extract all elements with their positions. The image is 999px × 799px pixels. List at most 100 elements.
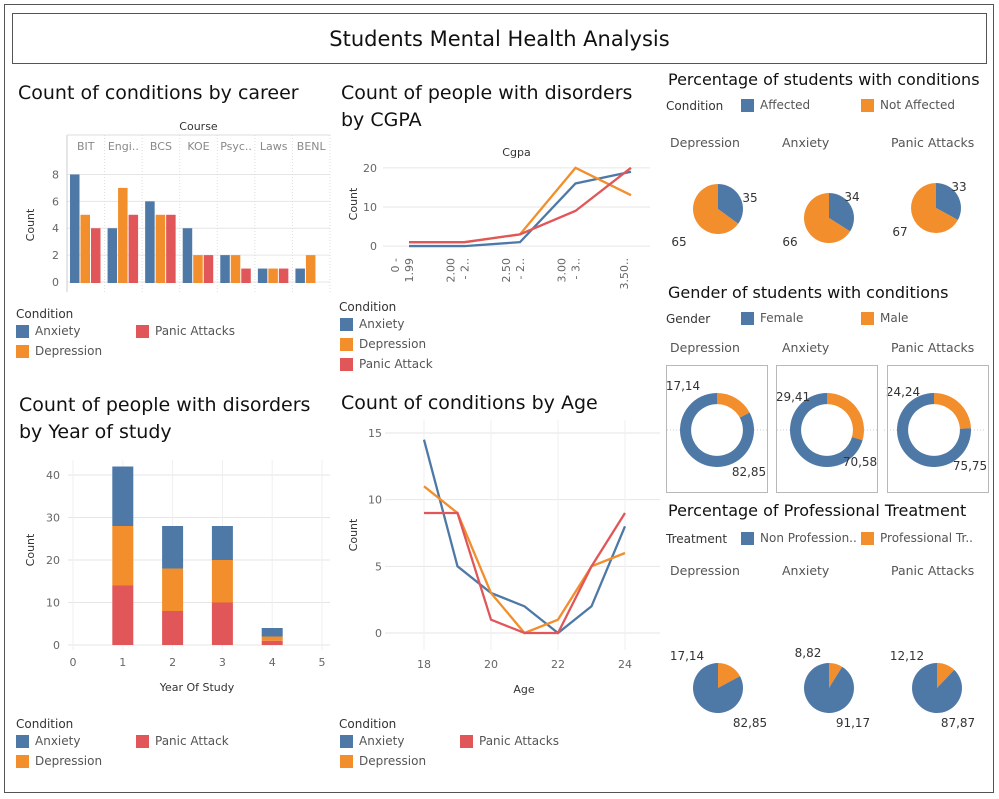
career-bar [166, 214, 176, 283]
year-x-axis-title: Year Of Study [159, 681, 235, 694]
age-line-panic-attacks [424, 511, 626, 635]
page-title-text: Students Mental Health Analysis [329, 26, 670, 51]
legend-swatch [741, 531, 754, 545]
pct-label-2: Panic Attacks [891, 135, 974, 150]
age-y-tick-1: 5 [375, 560, 382, 573]
gender-donut-1-hole [801, 404, 853, 456]
legend-swatch [16, 344, 29, 358]
treatment-value-2-0: 12,12 [890, 649, 924, 663]
pct-value-0-1: 65 [671, 235, 686, 249]
treatment-value-0-1: 82,85 [733, 716, 767, 730]
year-bar-segment [162, 611, 184, 645]
cgpa-x-tick-4-0: 3.50.. [618, 258, 631, 290]
age-legend-panic[interactable]: Panic Attacks [460, 734, 559, 748]
cgpa-x-axis-title: Cgpa [502, 146, 530, 159]
year-bar-segment [261, 640, 283, 645]
cgpa-y-tick-2: 20 [363, 162, 377, 175]
age-y-tick-3: 15 [368, 427, 382, 440]
treatment-pie-1-slice-0 [829, 663, 843, 688]
treatment-value-0-0: 17,14 [670, 649, 704, 663]
cgpa-x-tick-3-0: 3.00 [556, 258, 569, 283]
gender-value-2-0: 24,24 [886, 385, 920, 399]
year-y-tick-3: 30 [46, 512, 60, 525]
pct-legend-affected[interactable]: Affected [741, 98, 810, 112]
gender-value-1-0: 29,41 [776, 390, 810, 404]
pct-chart-title: Percentage of students with conditions [668, 70, 980, 89]
career-x-tick-3: KOE [187, 140, 209, 153]
legend-swatch [340, 337, 353, 351]
career-bar [278, 268, 289, 283]
treatment-value-1-1: 91,17 [836, 716, 870, 730]
career-legend-anxiety[interactable]: Anxiety [16, 324, 80, 338]
career-x-axis-title: Course [179, 120, 218, 133]
gender-legend-male[interactable]: Male [861, 311, 908, 325]
career-bar [91, 228, 101, 283]
legend-label: Depression [35, 344, 103, 358]
legend-label: Affected [760, 98, 811, 112]
cgpa-legend-anxiety[interactable]: Anxiety [340, 317, 404, 331]
cgpa-legend-depression[interactable]: Depression [340, 337, 426, 351]
year-bar-segment [261, 636, 283, 641]
pct-pie-0-slice-0 [718, 184, 743, 224]
year-y-axis-title: Count [24, 533, 37, 566]
year-y-tick-4: 40 [46, 469, 60, 482]
gender-legend-title: Gender [666, 312, 711, 326]
year-bar-segment [261, 628, 283, 637]
career-legend-panic[interactable]: Panic Attacks [136, 324, 235, 338]
cgpa-legend-title: Condition [339, 300, 397, 314]
year-x-tick-4: 4 [269, 656, 276, 669]
age-x-tick-0: 18 [417, 658, 431, 671]
gender-value-2-1: 75,75 [953, 459, 987, 473]
career-chart-title: Count of conditions by career [18, 82, 299, 104]
gender-box-depression [666, 365, 768, 493]
legend-swatch [340, 734, 353, 748]
career-x-tick-4: Psyc.. [220, 140, 252, 153]
treatment-pie-0-slice-0 [718, 663, 741, 688]
career-chart: Course Count 0 2 4 6 8 BIT Engi.. BCS KOE Psyc.. Law… [24, 120, 331, 292]
career-bar [70, 174, 80, 283]
legend-label: Panic Attacks [155, 324, 235, 338]
legend-swatch [861, 98, 874, 112]
year-chart-title: Count of people with disorders by Year o… [19, 394, 311, 443]
cgpa-legend-panic[interactable]: Panic Attack [340, 357, 433, 371]
career-bar [203, 255, 214, 283]
career-x-tick-5: Laws [260, 140, 288, 153]
year-y-tick-2: 20 [46, 554, 60, 567]
dashboard-frame [4, 4, 994, 793]
treatment-label-0: Depression [670, 563, 740, 578]
gender-donut-0-hole [691, 404, 743, 456]
career-bar [118, 187, 128, 283]
career-bar [155, 214, 166, 283]
year-bar-segment [112, 526, 134, 586]
legend-swatch [340, 317, 353, 331]
page-title: Students Mental Health Analysis [12, 13, 987, 64]
year-x-tick-2: 2 [169, 656, 176, 669]
age-legend-anxiety[interactable]: Anxiety [340, 734, 404, 748]
gender-box-anxiety [776, 365, 878, 493]
year-x-tick-1: 1 [119, 656, 126, 669]
year-legend-panic[interactable]: Panic Attack [136, 734, 229, 748]
year-legend-depression[interactable]: Depression [16, 754, 102, 768]
year-legend-anxiety[interactable]: Anxiety [16, 734, 80, 748]
legend-swatch [460, 734, 473, 748]
career-y-tick-0: 0 [52, 276, 59, 289]
year-x-tick-3: 3 [219, 656, 226, 669]
age-legend-depression[interactable]: Depression [340, 754, 426, 768]
legend-label: Anxiety [35, 324, 81, 338]
career-bar [80, 214, 90, 283]
legend-label: Male [880, 311, 909, 325]
gender-legend-female[interactable]: Female [741, 311, 803, 325]
treatment-legend-non-professional[interactable]: Non Profession.. [741, 531, 857, 545]
treatment-legend-professional[interactable]: Professional Tr.. [861, 531, 973, 545]
career-legend-depression[interactable]: Depression [16, 344, 102, 358]
legend-label: Anxiety [359, 317, 405, 331]
legend-swatch [861, 311, 874, 325]
career-bar [295, 268, 305, 283]
legend-swatch [16, 754, 29, 768]
pct-label-1: Anxiety [782, 135, 830, 150]
pct-legend-not-affected[interactable]: Not Affected [861, 98, 955, 112]
age-y-tick-2: 10 [368, 494, 382, 507]
pct-pie-0-slice-1 [692, 184, 739, 235]
